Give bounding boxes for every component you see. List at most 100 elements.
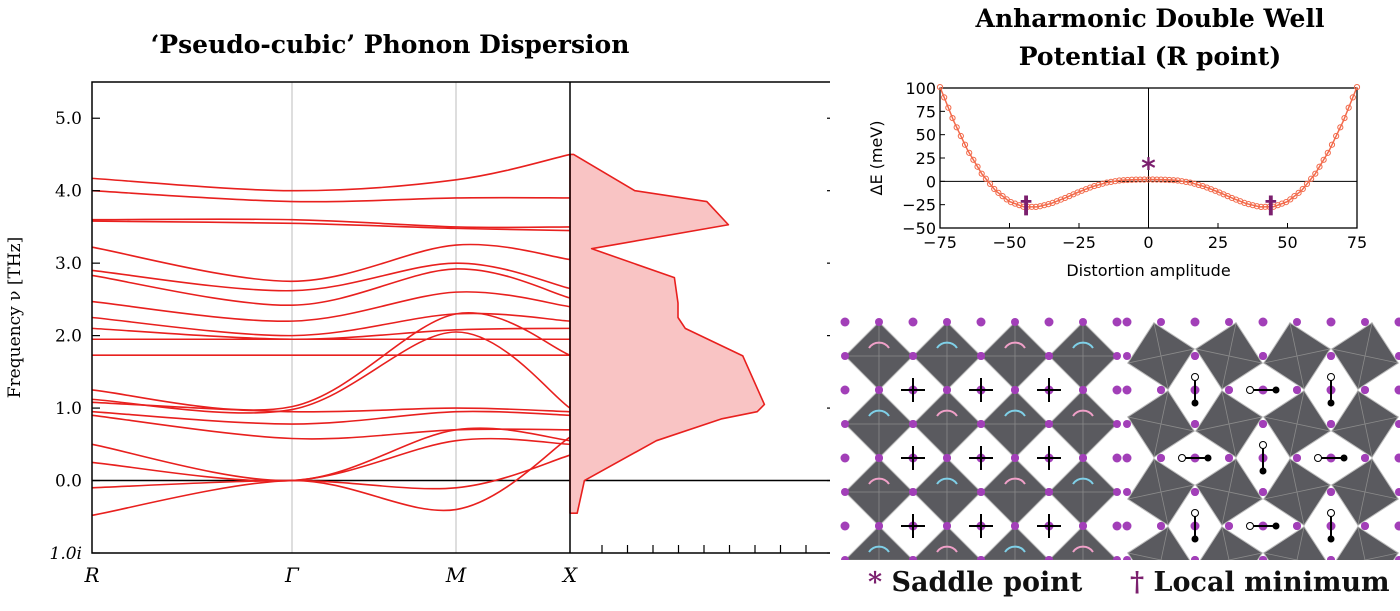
atom [1190,317,1200,327]
atom [1079,522,1087,530]
octahedron-edge [1195,348,1263,364]
atom [1123,488,1131,496]
potential-x-tick-label: −25 [1062,233,1096,252]
atom [1122,317,1132,327]
potential-point [1120,177,1127,184]
potential-point [1324,149,1331,156]
atom [1394,521,1400,531]
atom [1259,420,1267,428]
local-minimum-symbol: † [1130,567,1145,598]
phonon-band-9 [91,312,571,337]
potential-point [1345,104,1352,111]
potential-point [953,124,960,131]
atom [1259,488,1267,496]
atom [1045,488,1053,496]
potential-point [1274,202,1281,209]
octahedron-edge [1263,484,1331,500]
atom [1394,317,1400,327]
potential-point [1137,176,1144,183]
rotation-arrow [936,341,958,349]
phonon-dispersion-chart: 5.0 4.0 3.0 2.0 1.0 0.0 1.0iR Γ M X Frequency ν [T… [5,81,830,587]
octahedron-edge [1160,526,1169,560]
potential-point [1187,179,1194,186]
octahedron-edge [1363,552,1399,560]
potential-y-tick-label: −50 [902,219,936,238]
rotation-arrow [868,409,890,417]
atom [1225,454,1233,462]
potential-title-line2: Potential (R point) [1018,42,1282,71]
potential-point [1320,156,1327,163]
potential-point [1087,184,1094,191]
atom [1011,386,1019,394]
phonon-chart-title: ‘Pseudo-cubic’ Phonon Dispersion [150,30,630,59]
atom [1113,420,1121,428]
atom [841,556,849,560]
atom [1293,318,1301,326]
atom [977,488,985,496]
potential-point [1032,203,1040,210]
potential-point [945,104,952,111]
atom [1361,318,1369,326]
octahedron-edge [1127,416,1195,432]
displacement-end-open [1178,454,1186,462]
atom [1113,556,1121,560]
potential-point [1103,179,1110,186]
phonon-band-5 [91,243,571,283]
atom [840,385,850,395]
displacement-end-filled [1204,454,1212,462]
octahedron-edge [1296,526,1305,560]
displacement-end-open [1259,441,1267,449]
atom [1011,318,1019,326]
potential-point [1266,203,1273,210]
atom [1011,454,1019,462]
octahedron [1199,526,1263,560]
atom [943,454,951,462]
potential-point [986,180,994,187]
potential-point [1153,176,1160,183]
atom [1361,522,1369,530]
atom [1157,522,1165,530]
potential-point [1303,180,1311,187]
atom [909,488,917,496]
displacement-end-open [1246,522,1254,530]
octahedron [1127,526,1191,560]
kpoint-label-1: Γ [284,563,300,587]
phonon-band-2 [91,189,571,203]
potential-point [1270,203,1277,210]
atom [1225,522,1233,530]
potential-point [1112,178,1119,185]
atom [1259,556,1267,560]
octahedron-edge [1331,484,1399,500]
local-minimum-marker: † [1265,191,1277,219]
phonon-plot-frame [91,81,830,554]
rotation-arrow [936,545,958,553]
atom [977,352,985,360]
potential-point [961,141,969,148]
phonon-band-21 [91,436,571,517]
atom [1394,385,1400,395]
octahedron-edge [1263,348,1331,364]
potential-point [1099,180,1106,187]
y-tick-label: 5.0 [55,109,82,129]
atom [875,386,883,394]
atom [1112,317,1122,327]
atom [1079,386,1087,394]
atom [1225,318,1233,326]
atom [908,317,918,327]
atom [1191,556,1199,560]
atom [1293,454,1301,462]
atom [1011,522,1019,530]
rotation-arrow [868,545,890,553]
atom [840,317,850,327]
atom [1157,386,1165,394]
potential-point [1124,176,1131,184]
kpoint-label-0: R [83,563,99,587]
phonon-band-14 [91,331,571,414]
y-tick-label: 1.0 [55,399,82,419]
atom [1191,488,1199,496]
potential-point [1262,203,1269,210]
potential-point [1349,94,1356,101]
potential-y-tick-label: 75 [916,102,936,121]
potential-point [1149,176,1156,183]
displacement-end-open [1191,373,1199,381]
